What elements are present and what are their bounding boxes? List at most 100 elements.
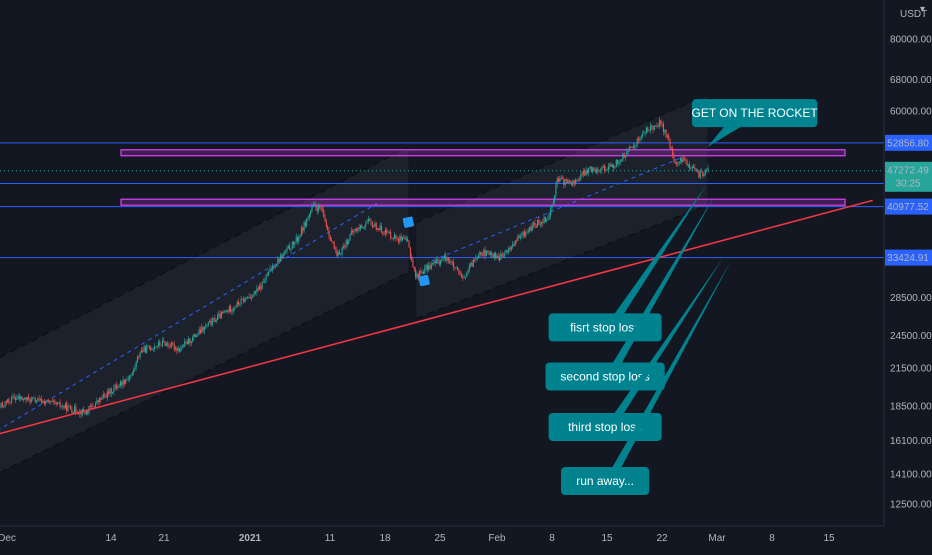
candle-body — [461, 275, 462, 277]
time-tick-label: 21 — [158, 533, 170, 544]
candle-body — [702, 172, 703, 176]
candle-body — [618, 163, 619, 164]
time-tick-label: Dec — [0, 533, 16, 544]
candle-body — [313, 204, 314, 207]
candle-body — [498, 256, 499, 258]
candle-body — [495, 253, 496, 258]
candle-body — [204, 327, 205, 331]
candle-body — [210, 321, 211, 325]
candle-body — [165, 341, 166, 346]
price-tick-label: 60000.00 — [890, 107, 932, 118]
candle-body — [540, 224, 541, 225]
price-tag-label: 33424.91 — [887, 253, 929, 264]
candle-body — [4, 402, 5, 407]
candle-body — [107, 391, 108, 398]
resistance-zone-2 — [121, 199, 845, 205]
candle-body — [339, 252, 340, 255]
candle-body — [284, 252, 285, 253]
candle-body — [321, 208, 322, 209]
candle — [165, 341, 166, 346]
candle-body — [52, 401, 53, 402]
price-axis[interactable]: USDT ▾ 80000.0068000.0060000.0052856.804… — [884, 0, 932, 526]
candle-body — [364, 227, 365, 228]
candle-body — [40, 399, 41, 400]
candle-body — [67, 406, 68, 411]
candle-body — [208, 322, 209, 325]
candle-body — [696, 170, 697, 171]
candle-body — [466, 273, 467, 277]
candle-body — [357, 228, 358, 232]
candle-body — [251, 298, 252, 299]
candle-body — [652, 126, 653, 129]
candle — [7, 399, 8, 403]
candle-body — [45, 402, 46, 404]
candle-body — [222, 312, 223, 313]
candle-body — [685, 160, 686, 161]
candle-body — [592, 167, 593, 172]
candle-body — [490, 253, 491, 256]
candle-body — [37, 399, 38, 401]
candle-body — [360, 225, 361, 229]
candle-body — [651, 126, 652, 127]
candle-body — [469, 266, 470, 271]
candle-body — [7, 399, 8, 402]
candle — [292, 241, 293, 249]
candle-body — [351, 231, 352, 235]
candle-body — [701, 171, 702, 172]
candle-body — [226, 310, 227, 311]
candle-body — [447, 258, 448, 261]
candle-body — [200, 329, 201, 332]
candle-body — [346, 240, 347, 247]
candle-body — [323, 210, 324, 217]
candle-body — [348, 241, 349, 244]
price-tag-label: 52856.80 — [887, 138, 929, 149]
candle-body — [593, 167, 594, 170]
candle-body — [233, 308, 234, 311]
candle-body — [134, 367, 135, 370]
candle-body — [294, 242, 295, 245]
candle-body — [445, 255, 446, 260]
candle-body — [504, 253, 505, 256]
candle-body — [306, 219, 307, 226]
candle-body — [374, 223, 375, 226]
candle-body — [16, 398, 17, 400]
candle-body — [214, 318, 215, 322]
price-tick-label: 68000.00 — [890, 75, 932, 86]
candle-body — [1, 403, 2, 407]
candle-body — [218, 314, 219, 316]
candle-body — [555, 184, 556, 195]
candle-body — [659, 120, 660, 126]
candle-body — [525, 233, 526, 237]
candle-body — [84, 412, 85, 414]
candle-body — [245, 298, 246, 302]
currency-menu-icon[interactable]: ▾ — [920, 4, 925, 15]
candle-body — [376, 223, 377, 229]
candle-body — [586, 170, 587, 175]
candle-body — [248, 297, 249, 298]
candle-body — [511, 247, 512, 250]
candle — [622, 153, 623, 162]
candle-body — [389, 232, 390, 233]
candle-body — [217, 316, 218, 320]
candle-body — [553, 201, 554, 204]
candle-body — [269, 269, 270, 272]
candle-body — [427, 265, 428, 270]
candle-body — [513, 244, 514, 245]
candle — [195, 334, 196, 338]
candle-body — [69, 406, 70, 407]
candle-body — [512, 244, 513, 247]
candle-body — [609, 164, 610, 166]
candle-body — [229, 306, 230, 312]
candle-body — [471, 263, 472, 267]
candle — [591, 166, 592, 172]
candle-body — [629, 147, 630, 150]
candle-body — [192, 337, 193, 341]
candle-body — [231, 311, 232, 312]
candle-body — [54, 401, 55, 403]
candle-body — [112, 392, 113, 394]
time-tick-label: 14 — [105, 533, 117, 544]
candle-body — [475, 258, 476, 260]
candle-body — [176, 348, 177, 351]
